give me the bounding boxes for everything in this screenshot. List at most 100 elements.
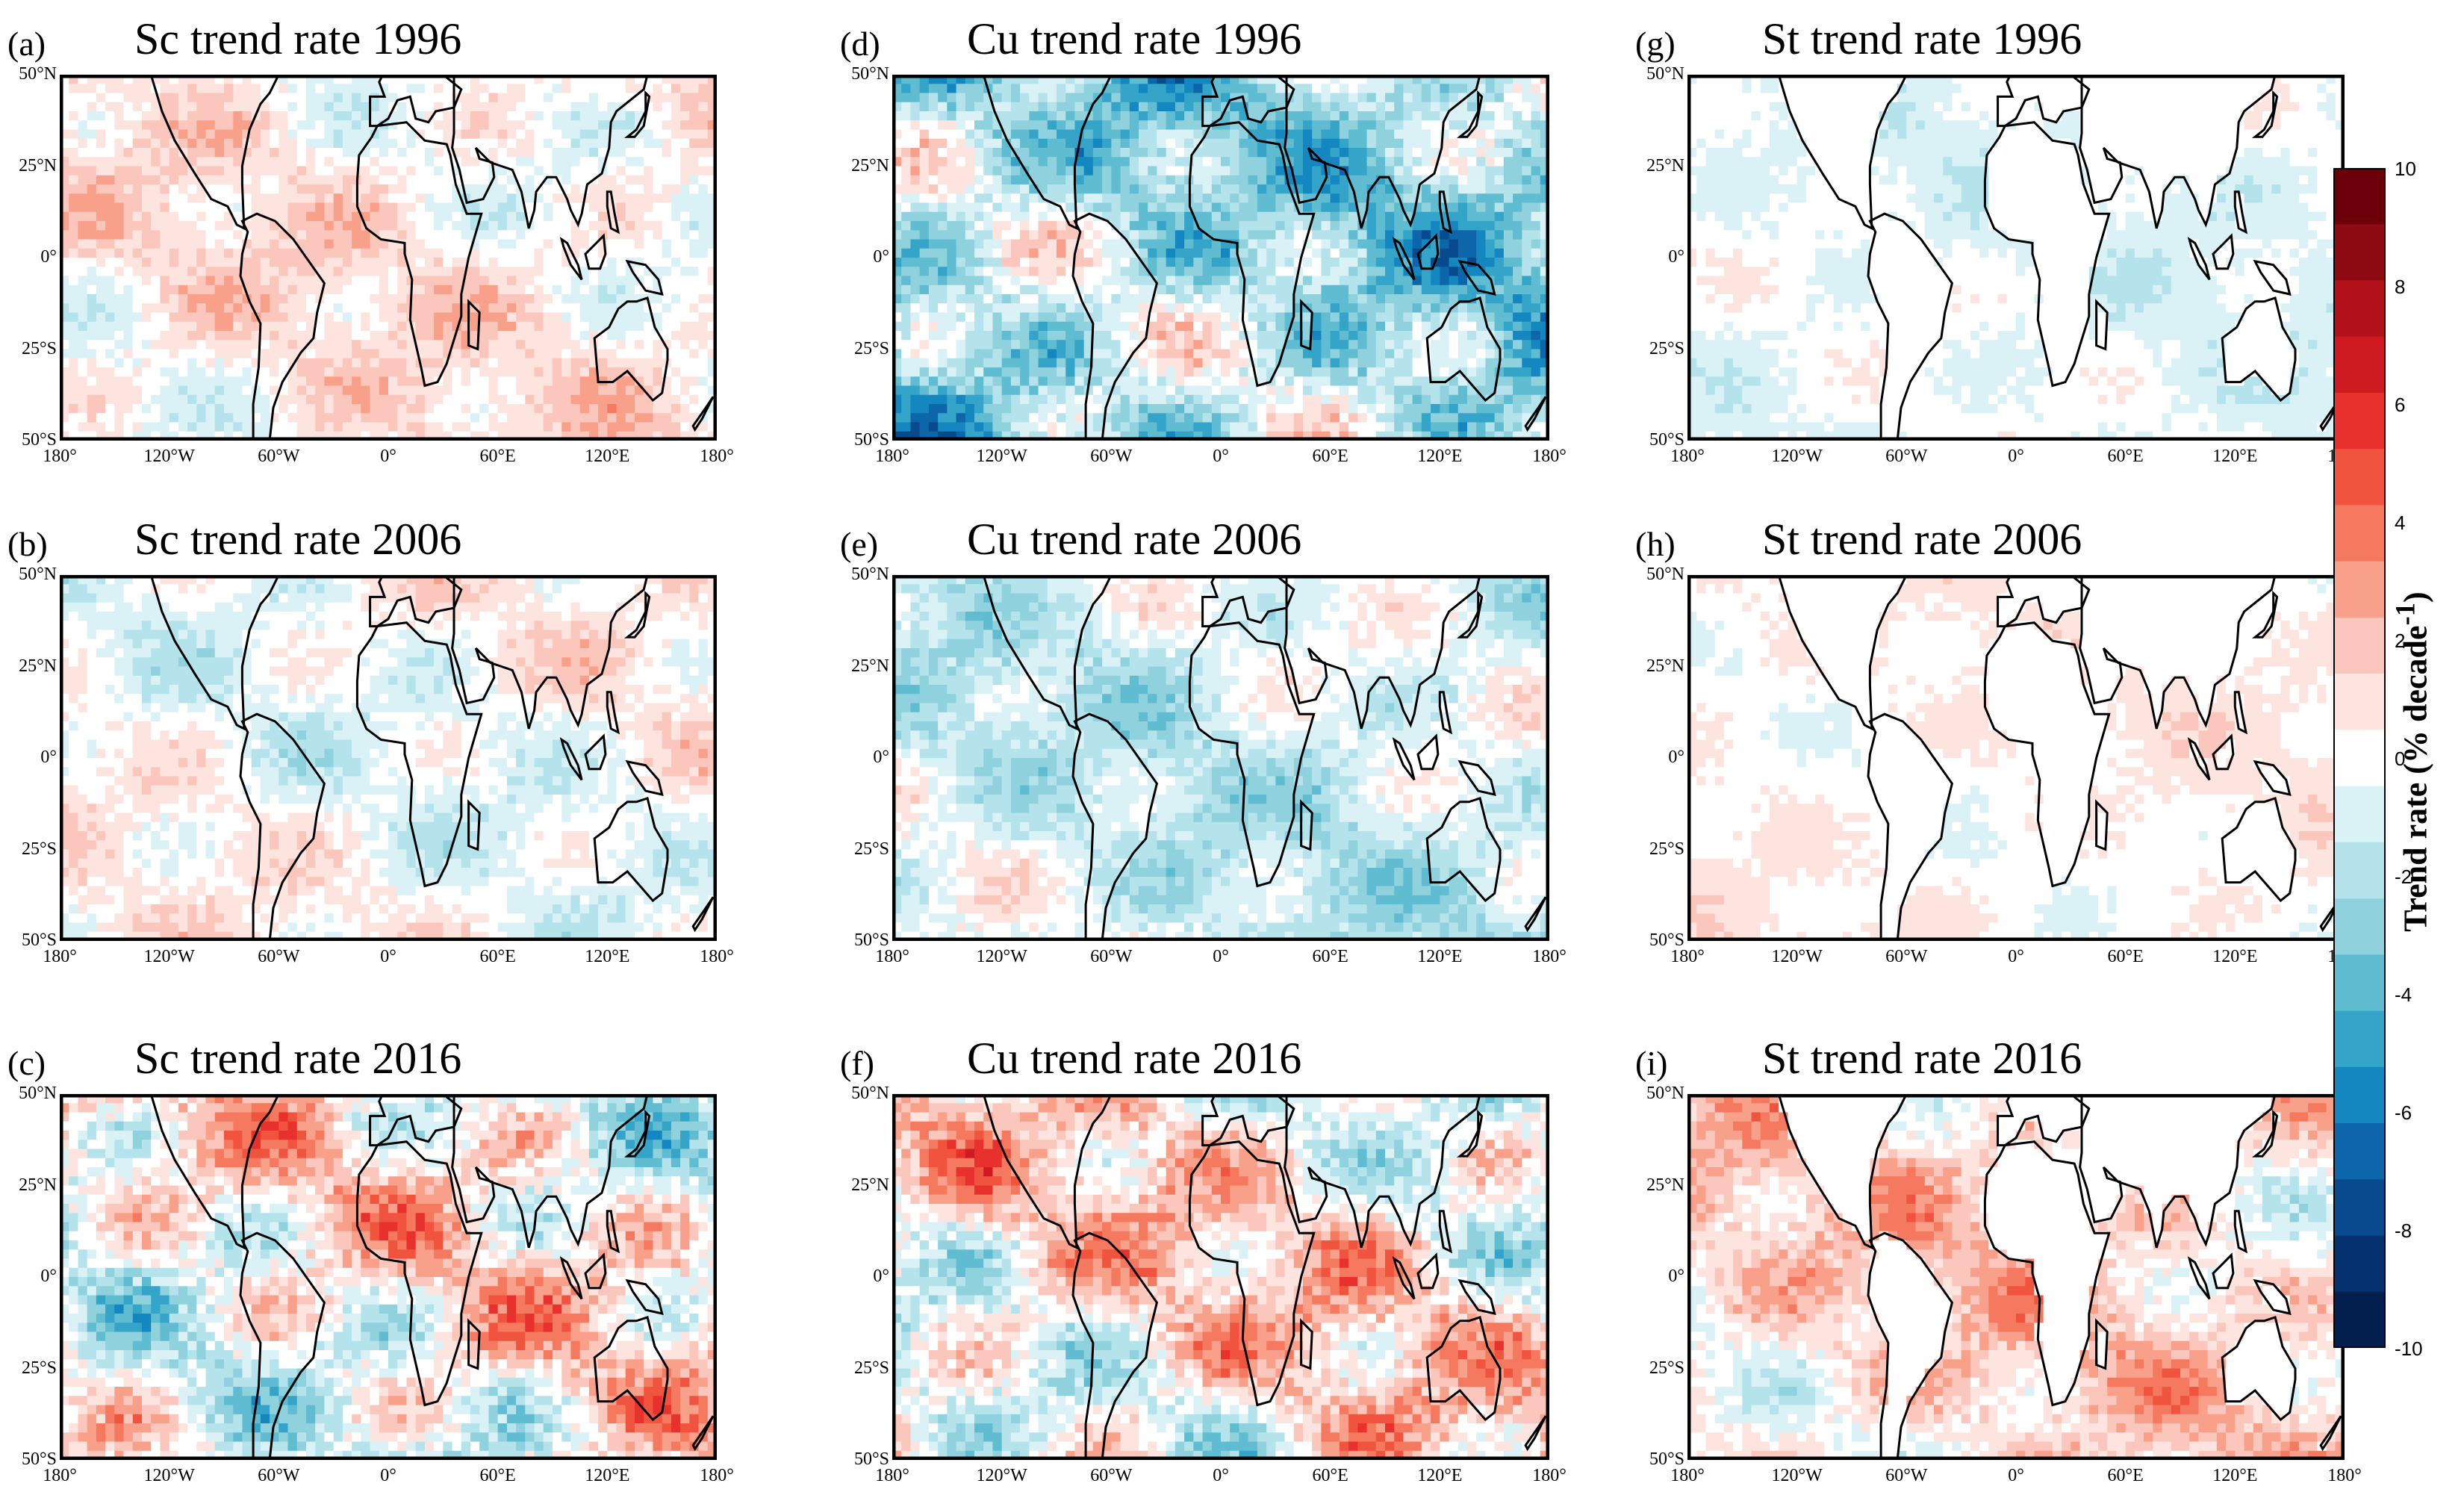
heatmap-cell [296,648,307,658]
heatmap-cell [561,175,572,185]
heatmap-cell [233,394,243,405]
heatmap-cell [406,358,417,368]
heatmap-cell [379,675,389,686]
heatmap-cell [516,721,526,731]
heatmap-cell [296,804,307,814]
heatmap-cell [342,404,352,414]
heatmap-cell [625,138,635,149]
heatmap-cell [69,621,79,631]
heatmap-cell [370,831,380,841]
heatmap-cell [470,675,480,686]
heatmap-cell [287,648,298,658]
heatmap-cell [570,312,581,323]
heatmap-cell [96,767,106,777]
heatmap-cell [488,111,499,121]
heatmap-cell [470,657,480,668]
heatmap-cell [279,84,289,94]
heatmap-cell [689,321,700,332]
heatmap-cell [96,102,106,112]
heatmap-cell [470,258,480,267]
heatmap-cell [452,849,462,860]
heatmap-cell [287,584,298,594]
heatmap-cell [87,675,97,686]
heatmap-cell [653,340,663,350]
heatmap-cell [370,904,380,914]
heatmap-cell [488,312,499,323]
heatmap-cell [370,358,380,368]
heatmap-cell [607,367,617,377]
heatmap-cell [616,331,626,341]
heatmap-cell [434,413,444,423]
heatmap-cell [242,84,252,94]
heatmap-cell [105,748,115,759]
heatmap-cell [352,376,361,387]
heatmap-cell [361,102,371,112]
heatmap-cell [315,84,326,94]
heatmap-cell [205,913,216,924]
heatmap-cell [114,248,125,258]
heatmap-cell [479,638,490,649]
heatmap-cell [178,358,188,368]
heatmap-cell [553,102,562,112]
heatmap-cell [352,367,361,377]
heatmap-cell [379,248,389,258]
heatmap-cell [452,349,462,359]
heatmap-cell [187,285,197,295]
heatmap-cell [434,886,444,896]
heatmap-cell [635,367,644,377]
heatmap-cell [142,922,152,933]
heatmap-cell [87,184,97,194]
heatmap-cell [151,258,161,267]
heatmap-cell [224,340,234,350]
heatmap-cell [224,630,234,640]
heatmap-cell [142,230,152,240]
heatmap-cell [151,904,161,914]
heatmap-cell [434,294,444,304]
heatmap-cell [379,331,389,341]
heatmap-cell [105,349,115,359]
heatmap-cell [397,602,408,612]
heatmap-cell [588,321,599,332]
heatmap-cell [644,248,654,258]
heatmap-cell [415,630,426,640]
heatmap-cell [553,349,562,359]
heatmap-cell [598,303,608,314]
heatmap-cell [260,657,270,668]
heatmap-cell [553,93,562,103]
heatmap-cell [406,630,417,640]
heatmap-cell [543,248,553,258]
heatmap-cell [644,120,654,131]
heatmap-cell [105,804,115,814]
heatmap-cell [370,138,380,149]
heatmap-cell [415,193,426,204]
heatmap-cell [452,913,462,924]
heatmap-cell [78,666,88,677]
heatmap-cell [296,785,307,795]
heatmap-cell [151,193,161,204]
heatmap-cell [315,221,326,231]
heatmap-cell [224,367,234,377]
heatmap-cell [635,394,644,405]
heatmap-cell [187,394,197,405]
heatmap-cell [160,211,170,222]
heatmap-cell [296,84,307,94]
heatmap-cell [187,312,197,323]
heatmap-cell [443,211,453,222]
heatmap-cell [178,675,188,686]
heatmap-cell [470,767,480,777]
heatmap-cell [415,648,426,658]
heatmap-cell [361,111,371,121]
heatmap-cell [452,211,462,222]
heatmap-cell [506,394,517,405]
heatmap-cell [132,593,143,603]
heatmap-cell [242,685,252,695]
heatmap-cell [525,804,535,814]
heatmap-cell [196,166,207,176]
heatmap-cell [415,904,426,914]
heatmap-cell [370,166,380,176]
heatmap-cell [178,129,188,140]
heatmap-cell [160,840,170,851]
heatmap-cell [123,166,134,176]
heatmap-cell [132,877,143,887]
heatmap-cell [123,394,134,405]
